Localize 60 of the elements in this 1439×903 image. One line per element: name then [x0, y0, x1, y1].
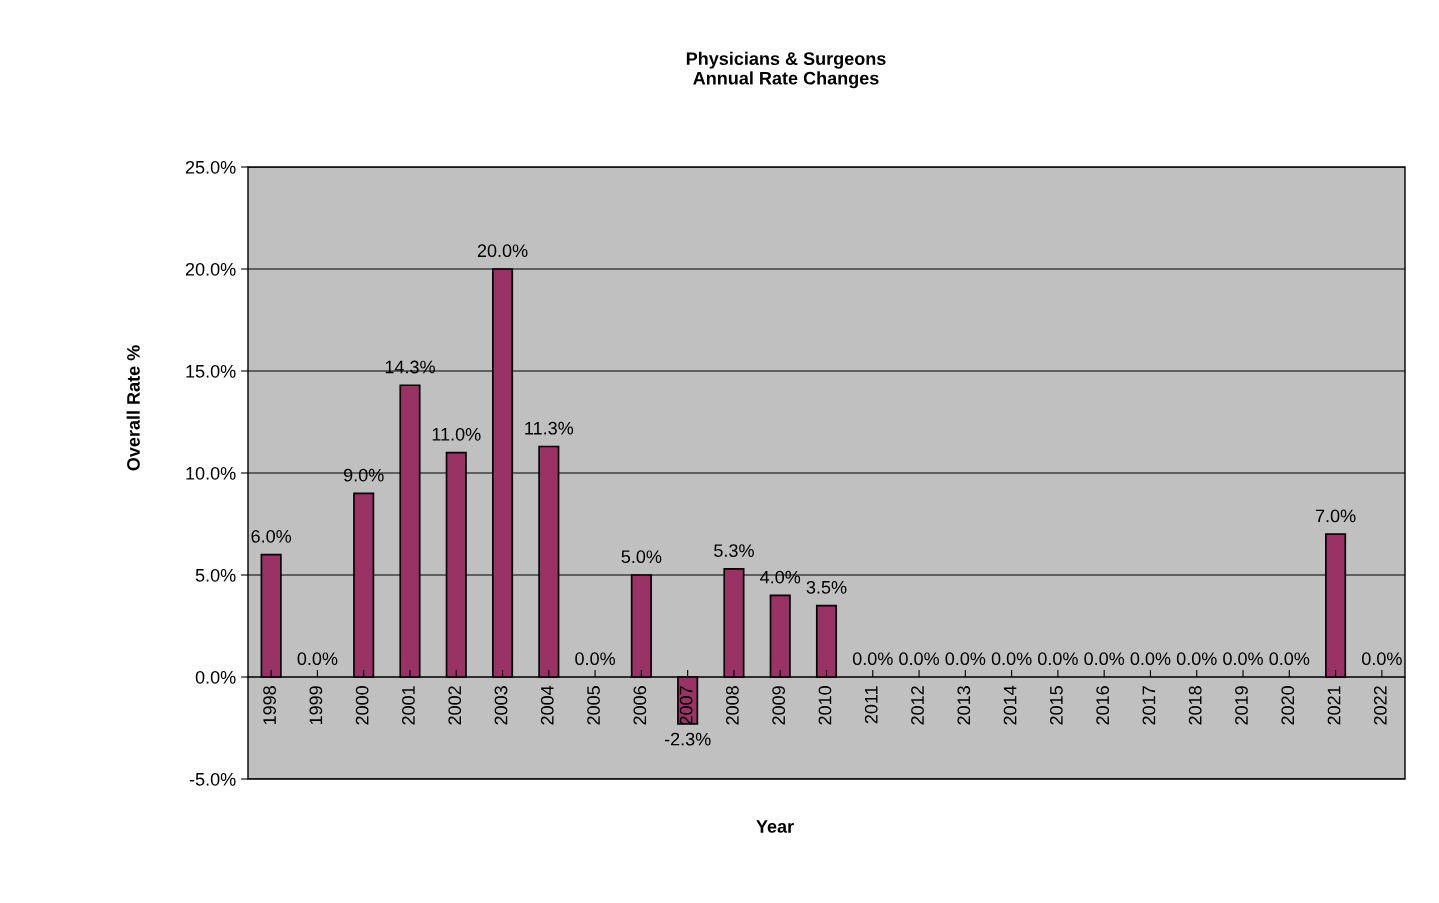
x-tick-label: 2019 [1235, 686, 1248, 725]
x-tick-label: 2014 [1003, 685, 1017, 725]
data-label: 20.0% [477, 244, 528, 258]
x-tick-label: 2022 [1373, 686, 1387, 725]
data-label: 14.3% [385, 360, 435, 374]
x-tick-label: 2003 [494, 686, 508, 725]
x-tick-label: 2016 [1096, 686, 1110, 725]
data-label: 0.0% [1223, 652, 1263, 666]
data-label: 0.0% [899, 652, 939, 666]
x-tick-label: 2007 [679, 686, 693, 725]
data-label: 0.0% [1361, 652, 1402, 666]
data-label: 11.3% [525, 421, 574, 435]
x-tick-label: 2005 [587, 686, 600, 725]
data-label: 0.0% [1176, 652, 1217, 666]
x-tick-label: 2010 [818, 686, 832, 725]
y-tick-label: 0.0% [195, 670, 236, 684]
x-tick-label: 1998 [263, 686, 276, 725]
data-label: 3.5% [806, 580, 847, 594]
data-label: 7.0% [1315, 509, 1356, 523]
y-tick-label: 15.0% [186, 364, 236, 378]
y-tick-label: 20.0% [185, 262, 236, 276]
x-tick-label: 2004 [540, 685, 554, 725]
x-axis-title: Year [756, 820, 794, 833]
data-label: 4.0% [760, 570, 801, 584]
data-label: 9.0% [343, 468, 384, 482]
data-label: -2.3% [664, 732, 711, 746]
data-label: 0.0% [1084, 652, 1125, 666]
y-axis-title: Overall Rate % [126, 345, 140, 471]
y-tick-label: -5.0% [189, 772, 236, 786]
x-tick-label: 2009 [772, 686, 786, 725]
data-label: 0.0% [575, 652, 616, 666]
data-label: 6.0% [251, 529, 292, 543]
chart-title: Physicians & Surgeons Annual Rate Changes [686, 51, 886, 89]
data-label: 0.0% [1130, 652, 1171, 666]
data-label: 5.0% [621, 550, 662, 564]
x-tick-label: 2020 [1281, 686, 1295, 725]
x-tick-label: 2013 [957, 686, 971, 725]
x-tick-label: 2002 [448, 686, 462, 725]
y-tick-label: 25.0% [185, 160, 236, 174]
y-tick-label: 5.0% [195, 568, 236, 582]
data-label: 0.0% [852, 652, 893, 666]
data-label: 5.3% [714, 544, 754, 557]
x-tick-label: 2006 [633, 686, 647, 725]
data-label: 0.0% [1038, 652, 1078, 666]
data-label: 11.0% [432, 427, 481, 441]
x-tick-label: 2015 [1049, 686, 1063, 725]
x-tick-label: 2012 [911, 686, 924, 725]
x-tick-label: 2018 [1188, 686, 1202, 725]
x-tick-label: 2008 [726, 686, 739, 725]
x-tick-label: 1999 [309, 686, 323, 725]
x-tick-label: 2000 [355, 686, 369, 725]
data-label: 0.0% [991, 652, 1032, 666]
x-tick-label: 2011 [864, 686, 878, 724]
x-tick-label: 2021 [1327, 686, 1341, 725]
x-tick-label: 2017 [1142, 686, 1156, 725]
data-label: 0.0% [297, 652, 338, 666]
data-label: 0.0% [1269, 652, 1310, 666]
data-label: 0.0% [945, 652, 986, 666]
y-tick-label: 10.0% [186, 466, 236, 480]
x-tick-label: 2001 [402, 686, 415, 725]
